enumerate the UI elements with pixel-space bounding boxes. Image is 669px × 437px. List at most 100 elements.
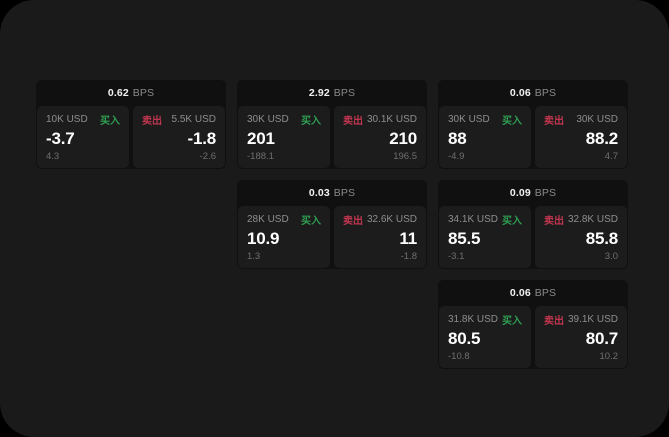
spread-card[interactable]: 0.03 BPS 28K USD 买入 10.9 1.3 卖出 32.6K USD 11 -1.8 [237, 180, 427, 269]
spread-card[interactable]: 2.92 BPS 30K USD 买入 201 -188.1 卖出 30.1K USD 210 1… [237, 80, 427, 169]
sell-side[interactable]: 卖出 30K USD 88.2 4.7 [535, 106, 627, 168]
buy-size-label: 28K USD [247, 214, 289, 225]
bps-unit-label: BPS [333, 87, 356, 99]
buy-side-header: 34.1K USD 买入 [448, 213, 522, 227]
sell-main-value: 85.8 [585, 229, 618, 248]
spread-card[interactable]: 0.62 BPS 10K USD 买入 -3.7 4.3 卖出 5.5K USD -1.8 -2.… [36, 80, 226, 169]
sell-side-header: 卖出 32.8K USD [544, 213, 618, 227]
sell-side-header: 卖出 30.1K USD [343, 113, 417, 127]
sell-size-label: 30K USD [576, 114, 618, 125]
buy-side-header: 30K USD 买入 [448, 113, 522, 127]
sell-sub-value: 3.0 [604, 251, 618, 262]
sell-sub-value: 196.5 [393, 151, 417, 162]
sell-size-label: 39.1K USD [567, 314, 618, 325]
sell-side[interactable]: 卖出 30.1K USD 210 196.5 [334, 106, 426, 168]
buy-size-label: 34.1K USD [448, 214, 499, 225]
sell-side[interactable]: 卖出 32.6K USD 11 -1.8 [334, 206, 426, 268]
buy-size-label: 30K USD [247, 114, 289, 125]
buy-main-value: 10.9 [247, 229, 280, 248]
card-header: 0.06 BPS [438, 80, 628, 106]
sell-action-label: 卖出 [544, 316, 564, 327]
spread-card[interactable]: 0.06 BPS 31.8K USD 买入 80.5 -10.8 卖出 39.1K USD 80… [438, 280, 628, 369]
sell-size-label: 5.5K USD [171, 114, 216, 125]
buy-size-label: 30K USD [448, 114, 490, 125]
spread-card-board: 0.62 BPS 10K USD 买入 -3.7 4.3 卖出 5.5K USD -1.8 -2.… [36, 80, 636, 369]
buy-side[interactable]: 34.1K USD 买入 85.5 -3.1 [439, 206, 531, 268]
buy-size-label: 31.8K USD [448, 314, 499, 325]
buy-main-value: 201 [247, 129, 275, 148]
sell-action-label: 卖出 [343, 116, 363, 127]
buy-side-header: 10K USD 买入 [46, 113, 120, 127]
bps-unit-label: BPS [333, 187, 356, 199]
buy-action-label: 买入 [502, 116, 522, 127]
buy-side[interactable]: 30K USD 买入 88 -4.9 [439, 106, 531, 168]
card-header: 2.92 BPS [237, 80, 427, 106]
card-header: 0.09 BPS [438, 180, 628, 206]
sell-side[interactable]: 卖出 32.8K USD 85.8 3.0 [535, 206, 627, 268]
card-body: 10K USD 买入 -3.7 4.3 卖出 5.5K USD -1.8 -2.6 [36, 106, 226, 169]
buy-main-value: 88 [448, 129, 467, 148]
spread-card[interactable]: 0.09 BPS 34.1K USD 买入 85.5 -3.1 卖出 32.8K USD 85.… [438, 180, 628, 269]
buy-sub-value: 4.3 [46, 151, 60, 162]
card-header: 0.03 BPS [237, 180, 427, 206]
bps-unit-label: BPS [534, 187, 557, 199]
sell-main-value: -1.8 [187, 129, 217, 148]
buy-size-label: 10K USD [46, 114, 88, 125]
buy-action-label: 买入 [100, 116, 120, 127]
sell-side-header: 卖出 32.6K USD [343, 213, 417, 227]
sell-main-value: 88.2 [585, 129, 618, 148]
sell-side[interactable]: 卖出 39.1K USD 80.7 10.2 [535, 306, 627, 368]
sell-main-value: 11 [399, 229, 417, 248]
bps-unit-label: BPS [534, 87, 557, 99]
bps-value: 0.09 [509, 187, 531, 199]
buy-side-header: 30K USD 买入 [247, 113, 321, 127]
bps-value: 0.06 [509, 287, 531, 299]
buy-side[interactable]: 10K USD 买入 -3.7 4.3 [37, 106, 129, 168]
buy-sub-value: -3.1 [448, 251, 465, 262]
buy-sub-value: -188.1 [247, 151, 274, 162]
sell-size-label: 32.8K USD [567, 214, 618, 225]
sell-side-header: 卖出 5.5K USD [142, 113, 216, 127]
buy-action-label: 买入 [502, 216, 522, 227]
sell-action-label: 卖出 [343, 216, 363, 227]
buy-action-label: 买入 [502, 316, 522, 327]
buy-sub-value: -4.9 [448, 151, 465, 162]
sell-sub-value: 4.7 [604, 151, 618, 162]
card-column: 2.92 BPS 30K USD 买入 201 -188.1 卖出 30.1K USD 210 1… [237, 80, 427, 269]
bps-value: 0.06 [509, 87, 531, 99]
spread-card[interactable]: 0.06 BPS 30K USD 买入 88 -4.9 卖出 30K USD 88.2 4.7 [438, 80, 628, 169]
sell-sub-value: -2.6 [199, 151, 216, 162]
sell-sub-value: 10.2 [599, 351, 619, 362]
buy-side-header: 31.8K USD 买入 [448, 313, 522, 327]
sell-action-label: 卖出 [544, 216, 564, 227]
card-body: 34.1K USD 买入 85.5 -3.1 卖出 32.8K USD 85.8 3.0 [438, 206, 628, 269]
buy-side-header: 28K USD 买入 [247, 213, 321, 227]
buy-side[interactable]: 31.8K USD 买入 80.5 -10.8 [439, 306, 531, 368]
sell-size-label: 32.6K USD [366, 214, 417, 225]
bps-unit-label: BPS [534, 287, 557, 299]
sell-size-label: 30.1K USD [366, 114, 417, 125]
buy-main-value: -3.7 [46, 129, 75, 148]
card-column: 0.06 BPS 30K USD 买入 88 -4.9 卖出 30K USD 88.2 4.7 0.… [438, 80, 628, 369]
bps-value: 0.62 [107, 87, 129, 99]
card-body: 30K USD 买入 201 -188.1 卖出 30.1K USD 210 196.5 [237, 106, 427, 169]
buy-side[interactable]: 30K USD 买入 201 -188.1 [238, 106, 330, 168]
sell-side-header: 卖出 30K USD [544, 113, 618, 127]
buy-side[interactable]: 28K USD 买入 10.9 1.3 [238, 206, 330, 268]
sell-action-label: 卖出 [142, 116, 162, 127]
sell-main-value: 210 [389, 129, 417, 148]
card-body: 28K USD 买入 10.9 1.3 卖出 32.6K USD 11 -1.8 [237, 206, 427, 269]
card-header: 0.06 BPS [438, 280, 628, 306]
buy-main-value: 85.5 [448, 229, 481, 248]
bps-value: 2.92 [308, 87, 330, 99]
sell-action-label: 卖出 [544, 116, 564, 127]
card-column: 0.62 BPS 10K USD 买入 -3.7 4.3 卖出 5.5K USD -1.8 -2.… [36, 80, 226, 169]
card-header: 0.62 BPS [36, 80, 226, 106]
sell-side[interactable]: 卖出 5.5K USD -1.8 -2.6 [133, 106, 225, 168]
sell-main-value: 80.7 [585, 329, 618, 348]
sell-sub-value: -1.8 [400, 251, 417, 262]
buy-action-label: 买入 [301, 116, 321, 127]
buy-sub-value: 1.3 [247, 251, 261, 262]
card-body: 31.8K USD 买入 80.5 -10.8 卖出 39.1K USD 80.7 10.2 [438, 306, 628, 369]
